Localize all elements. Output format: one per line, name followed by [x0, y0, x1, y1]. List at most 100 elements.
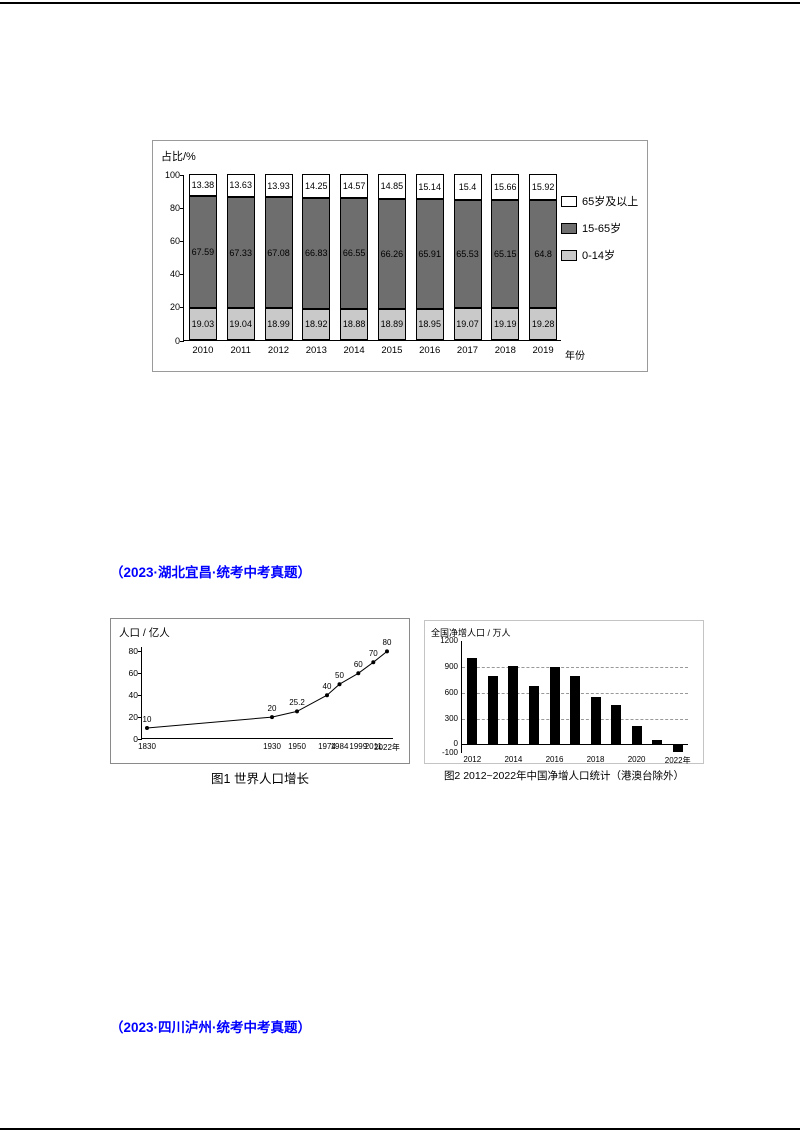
chart1-segment-value: 18.88	[342, 319, 366, 330]
chart1-legend-item: 15-65岁	[561, 220, 621, 236]
chart1-x-tick-label: 2017	[456, 345, 479, 356]
chart1-plot-area: 0 20 40 60 80 100 19.03 67.59 13.38 2010 19.04 67.3…	[165, 170, 561, 356]
chart2-y-tick-label: 80	[128, 646, 138, 657]
chart2-y-tick-label: 20	[128, 712, 138, 723]
chart2-x-tick-label: 1984	[330, 742, 349, 751]
chart2-line	[145, 649, 389, 730]
chart1-segment-value: 19.28	[531, 319, 555, 329]
chart1-y-tick-label: 40	[169, 269, 180, 280]
exam-source-heading-2: （2023·四川泸州·统考中考真题）	[110, 1020, 312, 1035]
chart1-bar-segment: 14.57	[340, 174, 369, 199]
chart2-plot-area: 0 20 40 60 80 10 1830 20 1930 25.2 1950 40 1974 50 198…	[129, 638, 400, 752]
chart1-y-tick-label: 60	[169, 235, 180, 246]
chart1-y-axis-title: 占比/%	[161, 151, 196, 163]
chart1-bar-segment: 19.19	[491, 308, 520, 340]
chart1-legend-swatch	[561, 222, 577, 234]
chart2-point-label: 25.2	[289, 698, 305, 708]
chart1-bar-segment: 15.4	[453, 174, 482, 200]
chart1-segment-value: 13.63	[229, 180, 252, 191]
chart1-bar-segment: 67.59	[188, 196, 217, 309]
chart3-bar	[570, 676, 580, 745]
chart1-segment-value: 64.8	[534, 249, 552, 260]
chart2-x-tick-label: 1830	[138, 742, 156, 751]
chart1-segment-value: 15.92	[531, 182, 555, 193]
chart2-x-tick-label: 1999	[349, 742, 368, 751]
chart1-bar-segment: 67.33	[226, 196, 255, 309]
chart2-x-tick-label: 2022年	[374, 743, 400, 752]
chart2-point-label: 60	[353, 660, 363, 670]
chart2-y-tick-mark	[138, 738, 142, 740]
chart3-y-tick-label: 1200	[440, 636, 458, 645]
chart1-bar-segment: 18.95	[415, 308, 444, 340]
chart1-bar-segment: 19.03	[188, 308, 217, 340]
chart1-x-tick-label: 2010	[192, 345, 214, 356]
chart1-bar-segment: 66.55	[340, 198, 369, 309]
chart1-segment-value: 14.85	[380, 181, 404, 192]
chart2-y-tick-mark	[138, 716, 142, 718]
chart2-y-tick-label: 0	[133, 734, 138, 744]
chart2-y-tick-mark	[138, 650, 142, 652]
chart3-baseline	[462, 744, 688, 746]
chart1-bar-segment: 14.25	[302, 174, 331, 198]
chart1-segment-value: 66.26	[380, 248, 404, 259]
chart1-y-tick-mark	[180, 307, 184, 309]
chart1-segment-value: 18.95	[418, 319, 441, 330]
chart1-segment-value: 18.89	[380, 319, 404, 330]
chart1-segment-value: 14.25	[305, 180, 328, 191]
chart1-segment-value: 66.83	[305, 248, 328, 259]
chart2-y-tick-label: 40	[128, 690, 138, 701]
chart1-segment-value: 66.55	[342, 248, 366, 259]
chart1-segment-value: 19.04	[229, 319, 252, 330]
chart1-segment-value: 15.4	[458, 181, 477, 192]
chart3-x-tick-label: 2022年	[664, 756, 691, 765]
chart1-segment-value: 13.93	[267, 180, 290, 191]
figure1-caption: 图1 世界人口增长	[211, 772, 309, 786]
chart1-segment-value: 67.33	[229, 247, 252, 258]
chart3-gridline	[462, 666, 688, 668]
chart1-segment-value: 67.08	[267, 247, 290, 258]
chart3-bar	[549, 666, 560, 745]
chart3-bar	[611, 704, 622, 745]
chart2-y-axis-title: 人口 / 亿人	[119, 627, 170, 639]
chart1-segment-value: 13.38	[191, 180, 215, 191]
figure2-caption: 图2 2012~2022年中国净增人口统计（港澳台除外）	[443, 770, 685, 782]
chart2-point-label: 80	[382, 638, 392, 648]
china-net-population-figure: 全国净增人口 / 万人 1200 900 600 300 0 -100 2012 2014 20…	[424, 620, 704, 765]
chart2-point-label: 40	[322, 682, 332, 692]
chart3-bar	[487, 675, 498, 745]
chart2-x-tick-label: 2011	[364, 742, 382, 751]
chart1-bar-segment: 15.14	[415, 174, 444, 200]
chart2-point-label: 10	[142, 715, 152, 724]
chart3-y-axis-title: 全国净增人口 / 万人	[431, 628, 511, 638]
chart1-legend-swatch	[561, 195, 577, 207]
population-age-structure-figure: 占比/% 0 20 40 60 80 100 19.03 67.59 13.38 2010 19.0…	[152, 140, 648, 372]
chart1-y-tick-mark	[180, 207, 184, 209]
chart2-y-tick-mark	[138, 694, 142, 696]
chart1-bar-segment: 13.63	[226, 174, 255, 197]
exam-source-heading-1: （2023·湖北宜昌·统考中考真题）	[110, 565, 312, 580]
chart1-segment-value: 67.59	[191, 247, 215, 258]
chart1-bar-segment: 64.8	[529, 200, 558, 308]
chart1-segment-value: 65.53	[456, 248, 479, 259]
chart1-x-tick-label: 2019	[532, 345, 554, 356]
page-top-border	[0, 2, 800, 4]
chart1-legend-item: 65岁及以上	[561, 193, 638, 209]
chart1-x-tick-label: 2011	[230, 345, 251, 356]
chart2-y-tick-label: 60	[128, 668, 138, 679]
chart3-x-tick-label: 2018	[586, 755, 605, 764]
chart3-x-tick-label: 2020	[627, 755, 646, 764]
chart1-x-axis-unit: 年份	[565, 351, 585, 362]
chart3-bar	[590, 697, 601, 745]
chart2-x-tick-label: 1930	[263, 742, 281, 751]
chart1-x-tick-label: 2018	[494, 345, 516, 356]
chart1-x-tick-label: 2012	[267, 345, 290, 356]
chart3-bar	[467, 658, 478, 745]
chart1-legend-label: 65岁及以上	[582, 196, 639, 208]
chart1-segment-value: 18.92	[305, 319, 328, 330]
chart1-y-tick-label: 0	[174, 335, 180, 346]
chart1-segment-value: 18.99	[267, 319, 290, 330]
chart1-legend-item: 0-14岁	[561, 247, 615, 263]
chart1-y-tick-mark	[180, 340, 184, 342]
chart3-bar	[508, 666, 519, 745]
chart1-bar-segment: 65.53	[453, 199, 482, 309]
